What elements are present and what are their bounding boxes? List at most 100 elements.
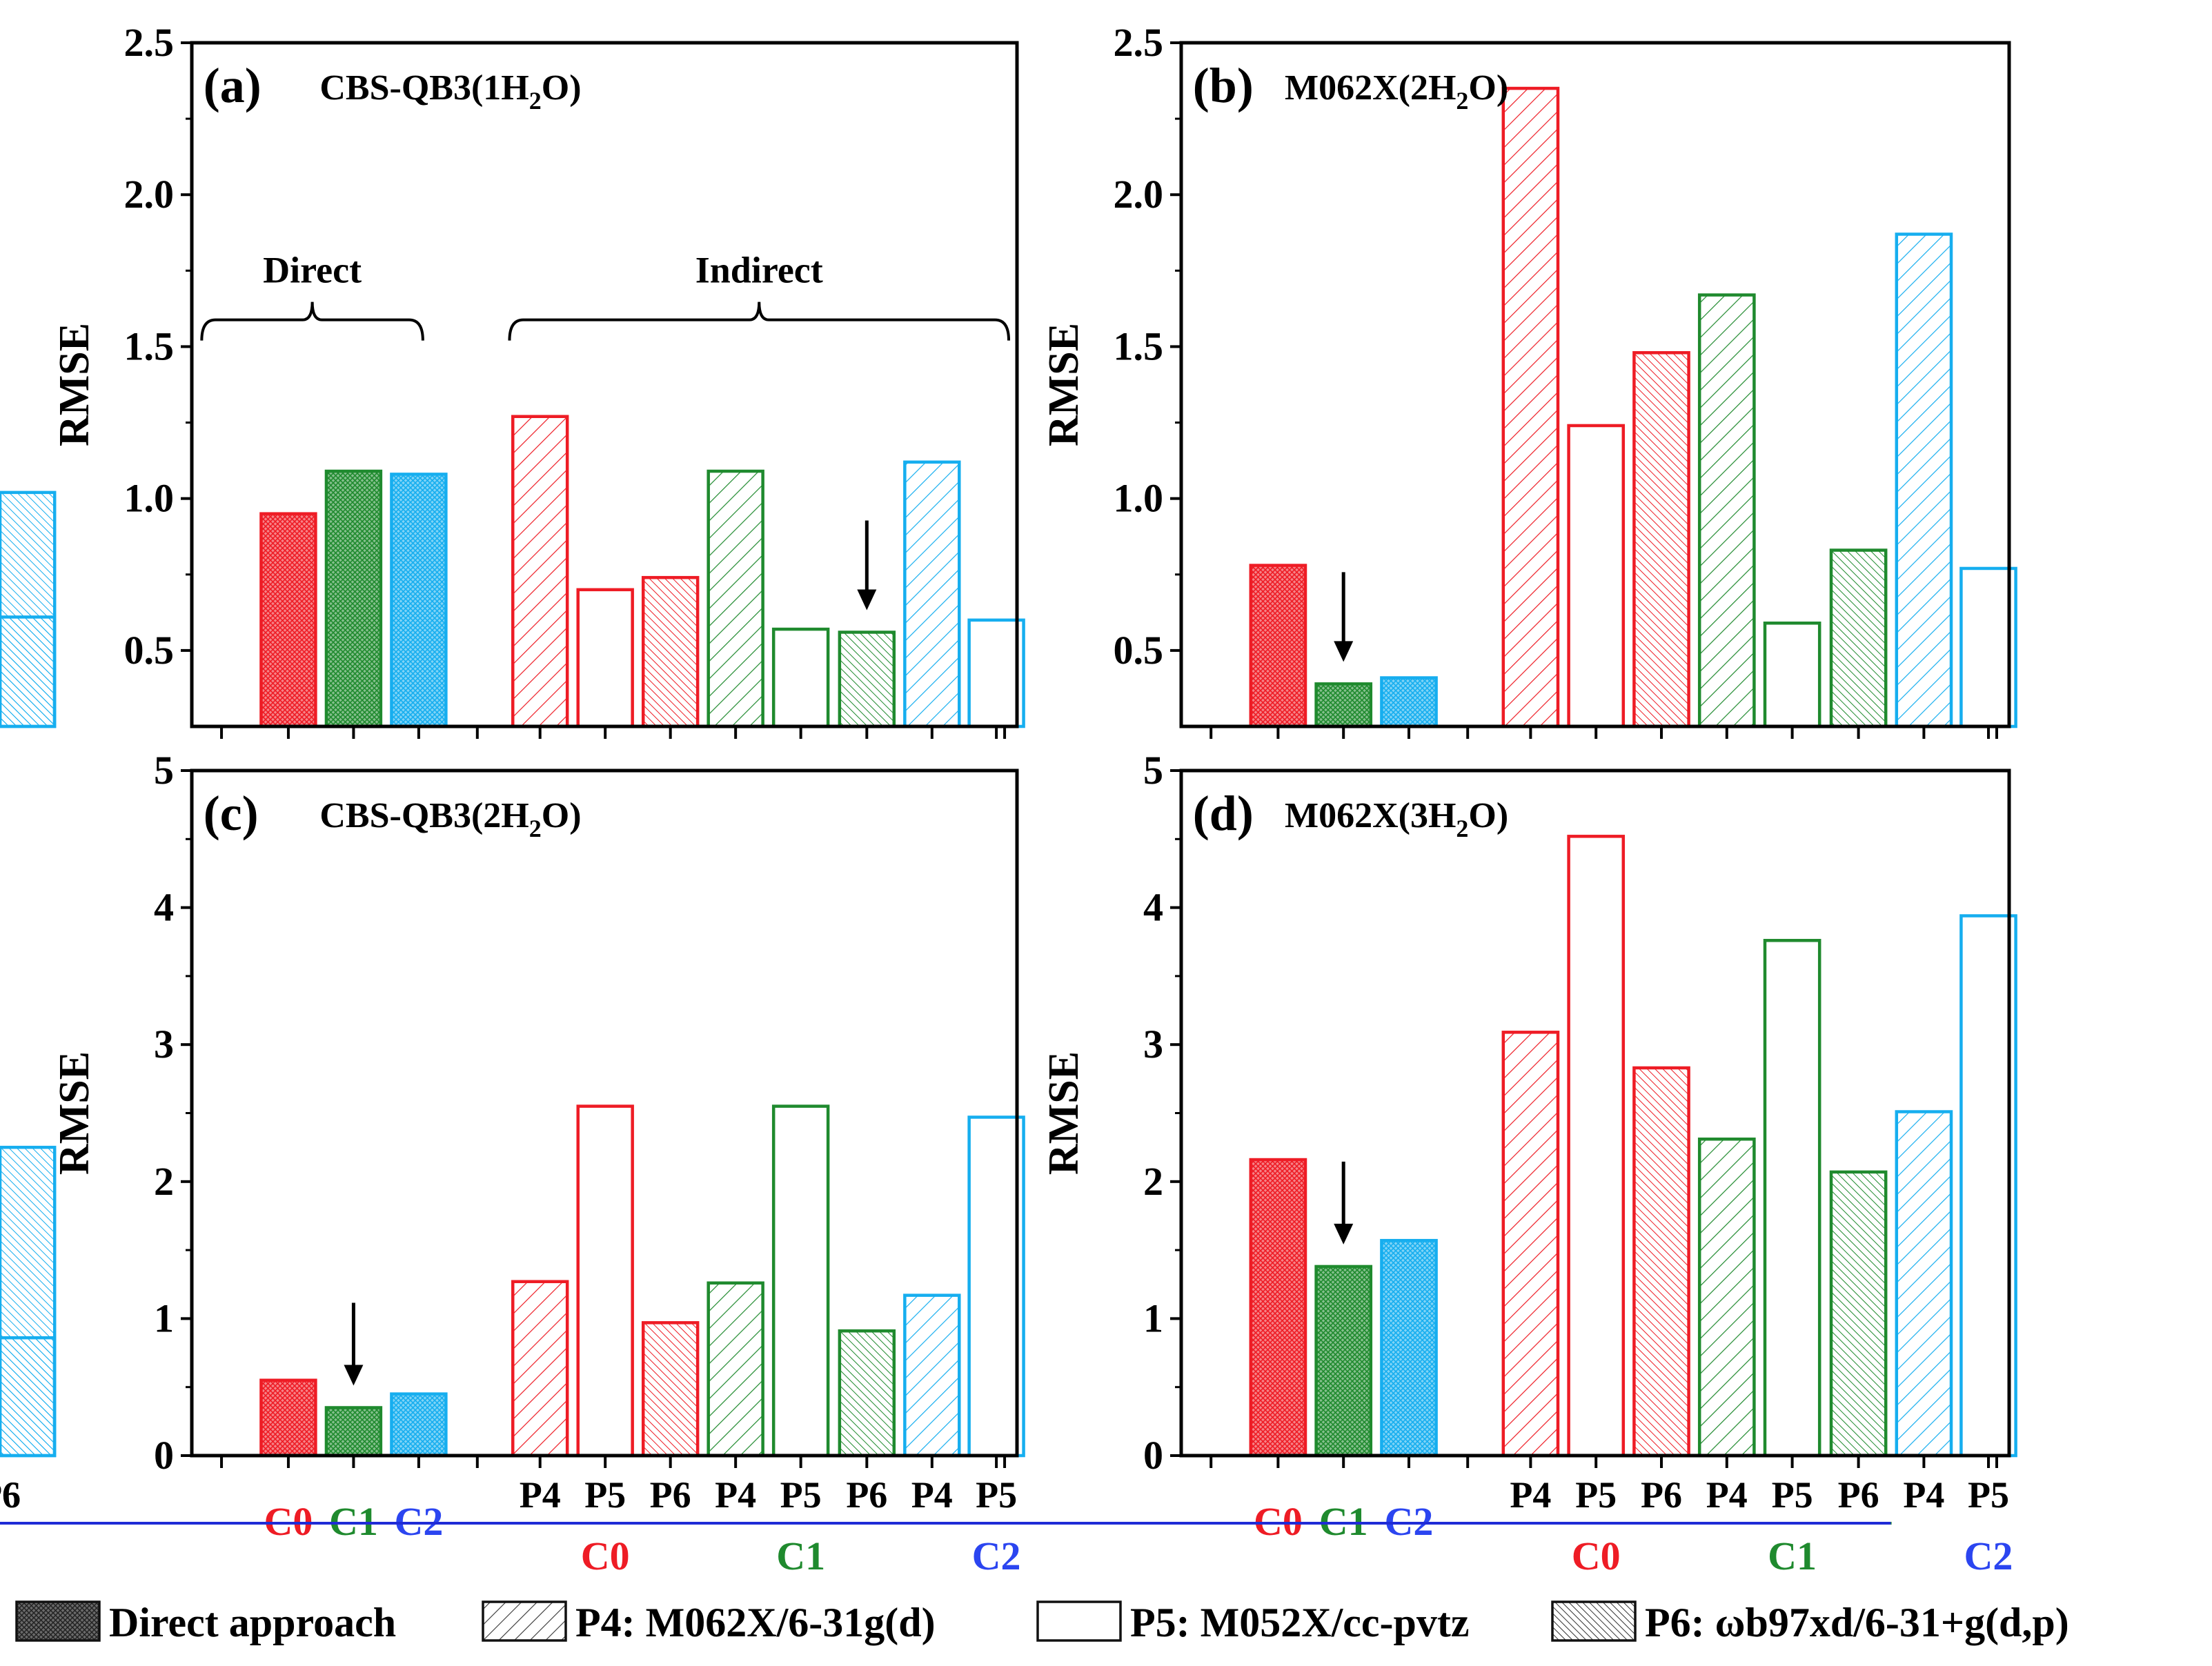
chart-title: M062X(3H2O)	[1285, 796, 1508, 842]
indirect-group-label: C1	[776, 1534, 825, 1578]
bar-C1-P5	[1763, 939, 1821, 1458]
direct-group-label: C1	[329, 1499, 378, 1544]
bar-direct-C1	[324, 469, 383, 728]
bar-C0-P5	[1567, 424, 1626, 728]
bar-C1-P4	[1697, 1137, 1756, 1458]
y-tick-label: 1.0	[124, 476, 175, 521]
bar-C2-P6	[0, 1145, 57, 1458]
bar-C0-P4	[511, 1280, 569, 1458]
bar-C2-P5	[1959, 566, 2017, 728]
x-labels-3: C0 C1 C2 P4 P5 P6 C0 P4 P5 P6 C1 P4 P5 P6 C2	[0, 1474, 2013, 1578]
direct-group-label: C1	[1319, 1499, 1368, 1544]
direct-bracket-label: Direct	[263, 250, 362, 291]
y-tick-label: 1.5	[1114, 324, 1164, 368]
y-axis-label: RMSE	[51, 1051, 98, 1175]
method-label: P6	[846, 1474, 887, 1516]
bar-C1-P6	[1829, 1170, 1888, 1458]
method-label: P5	[1575, 1474, 1617, 1516]
direct-group-label: C0	[1254, 1499, 1303, 1544]
indirect-group-label: C2	[1964, 1534, 2013, 1578]
bar-C0-P5	[576, 588, 634, 728]
bar-C0-P4	[1501, 1031, 1560, 1458]
legend-label-direct: Direct approach	[109, 1600, 396, 1645]
indirect-group-label: C2	[972, 1534, 1021, 1578]
bar-C2-P4	[1895, 232, 1953, 728]
method-label: P6	[0, 1474, 21, 1516]
arrow-head	[1334, 641, 1354, 662]
chart-title: CBS-QB3(1H2O)	[319, 68, 581, 115]
y-tick-label: 5	[1143, 748, 1163, 793]
y-tick-label: 2.0	[124, 172, 175, 217]
method-label: P6	[0, 1474, 21, 1516]
y-tick-label: 2.5	[124, 20, 175, 65]
y-tick-label: 3	[154, 1022, 174, 1067]
legend-swatch-p5	[1036, 1600, 1122, 1642]
chart-panel-a: 0.5 1.0 1.5 2.0 2.5 RMSE (a) CBS-QB3(1H2O) Direc…	[0, 20, 1025, 739]
bar-direct-C2	[1380, 1238, 1438, 1458]
y-tick-label: 0.5	[124, 628, 175, 673]
legend-label-p5: P5: M052X/cc-pvtz	[1130, 1600, 1469, 1645]
bar-C0-P4	[511, 415, 569, 728]
arrow-head	[344, 1365, 364, 1386]
legend-swatch-direct	[15, 1600, 101, 1642]
method-label: P5	[584, 1474, 626, 1516]
legend-label-p4: P4: M062X/6-31g(d)	[575, 1600, 936, 1645]
bar-direct-C0	[1249, 564, 1307, 728]
indirect-group-label: C0	[1572, 1534, 1621, 1578]
y-tick-label: 0	[1143, 1433, 1163, 1478]
bar-C0-P6	[641, 575, 700, 728]
bar-C0-P6	[1632, 351, 1690, 728]
bar-direct-C1	[1314, 682, 1373, 728]
method-label: P4	[911, 1474, 953, 1516]
method-label: P5	[780, 1474, 822, 1516]
bar-C0-P4	[1501, 86, 1560, 728]
chart-title: M062X(2H2O)	[1285, 68, 1508, 115]
y-tick-label: 1	[1143, 1296, 1163, 1340]
bar-C1-P4	[707, 469, 764, 728]
method-label: P4	[1706, 1474, 1748, 1516]
bar-C1-P4	[1697, 293, 1756, 728]
y-tick-label: 2	[154, 1159, 174, 1204]
indirect-bracket	[508, 301, 1011, 341]
bar-C2-P4	[1895, 1110, 1953, 1458]
bar-direct-C1	[324, 1406, 383, 1458]
indirect-bracket-label: Indirect	[695, 250, 823, 291]
panel-label: (d)	[1193, 786, 1254, 841]
method-label: P6	[1641, 1474, 1682, 1516]
y-tick-label: 1.5	[124, 324, 175, 368]
method-label: P4	[1510, 1474, 1551, 1516]
y-tick-label: 5	[154, 748, 174, 793]
method-label: P4	[520, 1474, 561, 1516]
bar-C1-P6	[1829, 548, 1888, 728]
legend-swatch-p4	[482, 1600, 567, 1642]
bar-direct-C0	[1249, 1158, 1307, 1458]
legend: Direct approach P4: M062X/6-31g(d) P5: M05…	[15, 1600, 2069, 1645]
bar-C1-P6	[838, 631, 896, 728]
bar-C2-P5	[967, 1115, 1025, 1458]
y-tick-label: 4	[154, 885, 174, 930]
bar-C0-P5	[576, 1104, 634, 1458]
y-tick-label: 1.0	[1114, 476, 1164, 521]
panel-label: (b)	[1193, 58, 1254, 113]
y-tick-label: 2.5	[1114, 20, 1164, 65]
bar-C2-P4	[903, 1293, 961, 1458]
bar-direct-C2	[1380, 676, 1438, 728]
bar-C2-P4	[903, 460, 961, 728]
bar-C1-P4	[707, 1281, 764, 1458]
method-label: P4	[1903, 1474, 1944, 1516]
bar-direct-C1	[1314, 1265, 1373, 1458]
method-label: P5	[1772, 1474, 1813, 1516]
bar-C0-P6	[1632, 1066, 1690, 1458]
indirect-group-label: C0	[581, 1534, 630, 1578]
direct-group-label: C2	[394, 1499, 443, 1544]
bar-C1-P5	[771, 1104, 830, 1458]
x-labels-2: C0 C1 C2 P4 P5 P6 C0 P4 P5 P6 C1 P4 P5 P6 C2	[0, 1474, 1021, 1578]
method-label: P4	[715, 1474, 756, 1516]
chart-title: CBS-QB3(2H2O)	[319, 796, 581, 842]
bar-direct-C0	[259, 512, 317, 728]
bar-direct-C0	[259, 1378, 317, 1458]
y-axis-label: RMSE	[51, 323, 98, 446]
method-label: P5	[1968, 1474, 2009, 1516]
arrow-head	[857, 589, 877, 611]
